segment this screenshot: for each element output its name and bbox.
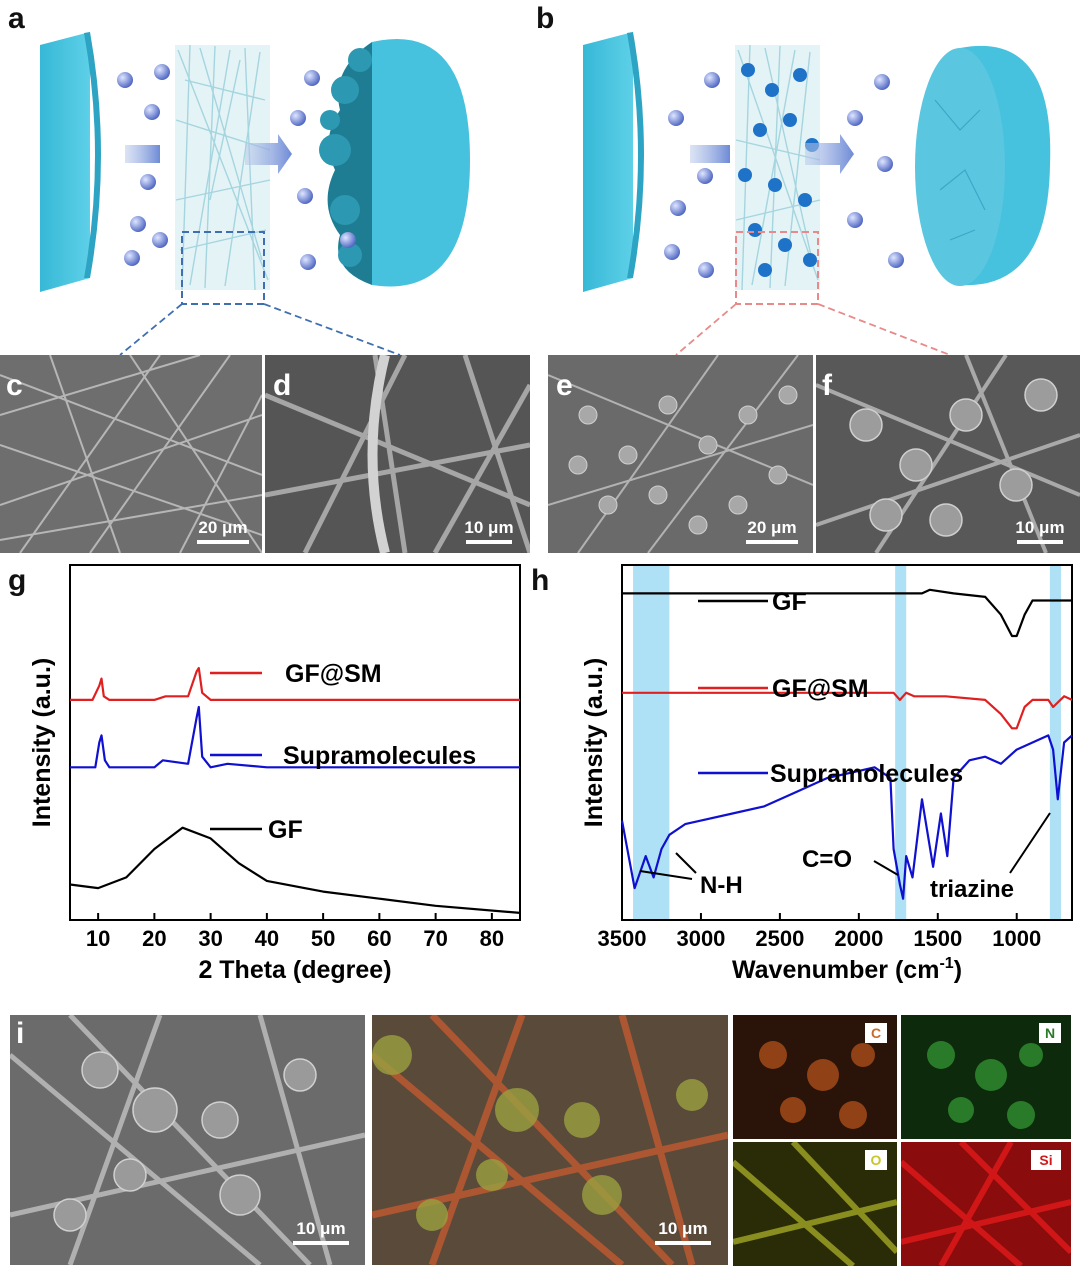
highlight-band-1 xyxy=(895,565,907,920)
legend-label: GF@SM xyxy=(285,660,382,688)
schematic-ab xyxy=(40,32,1051,356)
flow-arrow-b-left xyxy=(690,145,730,163)
scale-bar-i-map: 10 μm xyxy=(648,1219,718,1245)
eds-map-oxygen: O xyxy=(733,1142,897,1266)
y-axis-label: Intensity (a.u.) xyxy=(28,658,56,827)
plot-frame xyxy=(69,564,521,921)
gf-sm-separator-b xyxy=(735,44,821,291)
x-tick-label: 70 xyxy=(423,926,447,951)
plot-frame xyxy=(621,564,1073,921)
anode-disc-b xyxy=(583,32,644,292)
flow-arrow-a-right xyxy=(245,134,292,174)
scale-bar-e: 20 μm xyxy=(738,518,806,544)
eds-label-si: Si xyxy=(1031,1150,1061,1170)
eds-map-silicon: Si xyxy=(901,1142,1071,1266)
panel-label-c: c xyxy=(6,369,23,402)
eds-label-n: N xyxy=(1039,1023,1061,1043)
smooth-cathode-disc-b xyxy=(915,45,1051,286)
series-line-1 xyxy=(70,705,520,769)
x-tick-label: 1500 xyxy=(913,926,962,951)
panel-label-f: f xyxy=(822,369,832,402)
x-tick-label: 30 xyxy=(198,926,222,951)
sem-image-e: e 20 μm xyxy=(548,355,813,553)
sem-image-f: f 10 μm xyxy=(816,355,1080,553)
scale-bar-e-label: 20 μm xyxy=(747,518,797,537)
annotation-arrow xyxy=(1009,812,1051,874)
eds-label-o: O xyxy=(865,1150,887,1170)
x-tick-label: 60 xyxy=(367,926,391,951)
sem-image-i: i 10 μm xyxy=(10,1015,365,1265)
flow-arrow-a-left xyxy=(125,145,160,163)
series-line-2 xyxy=(69,826,521,914)
scale-bar-c: 20 μm xyxy=(190,518,256,544)
legend-label: GF xyxy=(772,588,807,616)
eds-overlay-map: 10 μm xyxy=(372,1015,728,1265)
x-axis-label-text: Wavenumber (cm xyxy=(732,956,939,984)
x-tick-label: 50 xyxy=(311,926,335,951)
legend-label: Supramolecules xyxy=(770,760,963,788)
annotation-triazine: triazine xyxy=(930,876,1014,903)
panel-label-i: i xyxy=(16,1017,25,1050)
legend-label: GF xyxy=(268,816,303,844)
highlight-band-2 xyxy=(1049,565,1061,920)
scale-bar-c-label: 20 μm xyxy=(198,518,248,537)
scale-bar-f-label: 10 μm xyxy=(1015,518,1065,537)
eds-label-c: C xyxy=(865,1023,887,1043)
x-axis-label: 2 Theta (degree) xyxy=(198,956,391,984)
panel-label-b: b xyxy=(536,2,555,35)
x-tick-label: 2500 xyxy=(755,926,804,951)
zinc-ions xyxy=(117,64,904,278)
x-tick-label: 80 xyxy=(480,926,504,951)
legend-label: GF@SM xyxy=(772,675,869,703)
scale-bar-d-label: 10 μm xyxy=(464,518,514,537)
x-tick-label: 40 xyxy=(255,926,279,951)
sem-image-c: c 20 μm xyxy=(0,355,262,553)
series-line-1 xyxy=(622,691,1073,730)
x-axis-label-text: 2 Theta (degree) xyxy=(198,956,391,984)
sem-image-d: d 10 μm xyxy=(265,355,530,553)
eds-map-carbon: C xyxy=(733,1015,897,1139)
annotation-arrow xyxy=(873,860,899,876)
scale-bar-f: 10 μm xyxy=(1006,518,1074,544)
annotation-n-h: N-H xyxy=(700,872,743,899)
scale-bar-i-sem: 10 μm xyxy=(286,1219,356,1245)
dendrite-cathode-disc-a xyxy=(319,39,470,287)
scale-bar-d: 10 μm xyxy=(455,518,523,544)
annotation-arrow xyxy=(675,852,697,874)
panel-label-d: d xyxy=(273,369,292,402)
legend-label: Supramolecules xyxy=(283,742,476,770)
panel-label-g: g xyxy=(8,564,27,597)
gf-separator-a xyxy=(175,44,271,291)
x-tick-label: 3500 xyxy=(598,926,647,951)
panel-label-h: h xyxy=(531,564,550,597)
flow-arrow-b-right xyxy=(805,134,854,174)
eds-map-nitrogen: N xyxy=(901,1015,1071,1139)
x-axis-label-sup: -1 xyxy=(939,955,953,972)
scale-bar-i-sem-label: 10 μm xyxy=(296,1219,346,1238)
x-axis-label-end: ) xyxy=(954,956,962,984)
annotation-c-o: C=O xyxy=(802,846,852,873)
series-line-0 xyxy=(622,588,1072,638)
x-axis-label: Wavenumber (cm-1) xyxy=(732,955,962,984)
x-tick-label: 20 xyxy=(142,926,166,951)
anode-disc-a xyxy=(40,32,101,292)
panel-label-a: a xyxy=(8,2,25,35)
panel-label-e: e xyxy=(556,369,573,402)
y-axis-label: Intensity (a.u.) xyxy=(580,658,608,827)
chart-g-xrd: 10 20 30 40 50 60 70 80 Intensity (a.u.) 2 Theta … xyxy=(28,564,521,984)
x-tick-label: 1000 xyxy=(992,926,1041,951)
x-tick-label: 10 xyxy=(86,926,110,951)
chart-h-ftir: 3500 3000 2500 2000 1500 1000 Intensity (a.u.)… xyxy=(580,564,1073,984)
x-tick-label: 3000 xyxy=(676,926,725,951)
annotation-arrow xyxy=(639,870,693,880)
series-line-2 xyxy=(620,734,1073,900)
x-tick-label: 2000 xyxy=(834,926,883,951)
scale-bar-i-map-label: 10 μm xyxy=(658,1219,708,1238)
series-line-0 xyxy=(70,666,520,701)
highlight-band-0 xyxy=(633,565,670,920)
